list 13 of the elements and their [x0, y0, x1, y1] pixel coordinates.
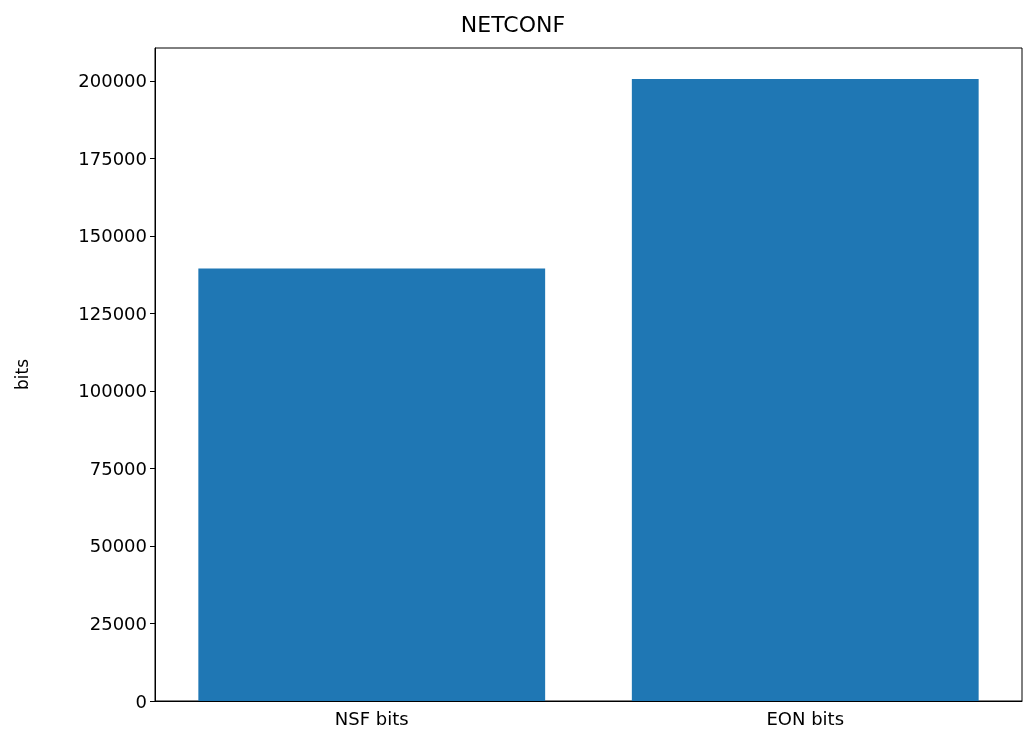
- y-tick-label: 150000: [78, 225, 147, 247]
- y-tick-label: 200000: [78, 70, 147, 92]
- chart-title: NETCONF: [460, 11, 566, 37]
- y-axis-title: bits: [11, 358, 32, 391]
- y-tick-label: 175000: [78, 147, 147, 169]
- y-tick-label: 25000: [89, 612, 147, 634]
- y-tick-label: 75000: [89, 457, 147, 479]
- y-tick-label: 0: [135, 690, 147, 712]
- y-tick-label: 100000: [78, 380, 147, 402]
- y-tick-label: 50000: [89, 535, 147, 557]
- y-tick-label: 125000: [78, 302, 147, 324]
- x-tick-label: NSF bits: [334, 707, 409, 729]
- x-tick-label: EON bits: [766, 707, 845, 729]
